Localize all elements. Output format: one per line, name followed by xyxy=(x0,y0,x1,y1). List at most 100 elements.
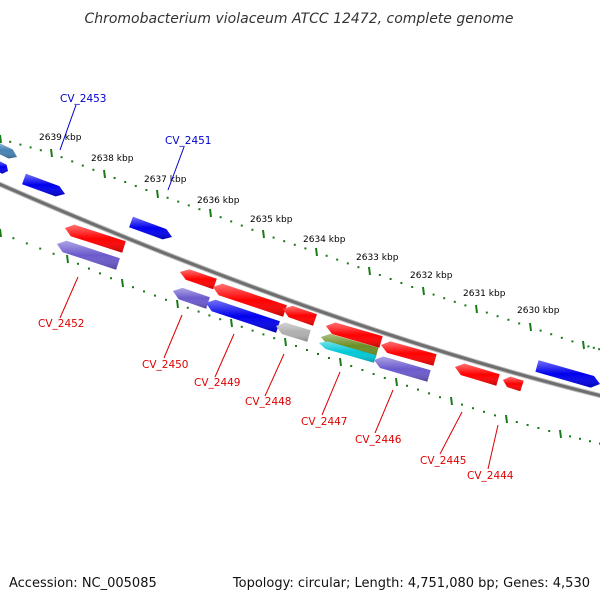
leader-line xyxy=(487,424,499,470)
outer-ring-minor-tick xyxy=(411,286,414,288)
outer-ring-minor-tick xyxy=(198,208,201,211)
gene-arrow xyxy=(319,341,377,363)
inner-ring-minor-tick xyxy=(406,384,408,387)
gene-label[interactable]: CV_2450 xyxy=(142,359,189,371)
gene-arrow-shade xyxy=(65,224,126,253)
inner-ring-minor-tick xyxy=(154,294,156,297)
gene-label[interactable]: CV_2449 xyxy=(194,377,241,389)
leader-line xyxy=(167,146,185,191)
gene-arrow-shade xyxy=(455,363,500,386)
inner-ring-major-tick xyxy=(66,254,69,264)
gene-label[interactable]: CV_2448 xyxy=(245,396,292,408)
inner-ring-minor-tick xyxy=(515,421,518,423)
outer-ring-minor-tick xyxy=(145,189,148,191)
inner-scale-ring xyxy=(0,228,600,445)
outer-ring-minor-tick xyxy=(81,164,84,167)
outer-ring-minor-tick xyxy=(432,293,435,296)
outer-ring-major-tick xyxy=(368,266,371,276)
scale-label: 2638 kbp xyxy=(91,154,134,164)
inner-ring-minor-tick xyxy=(77,262,79,265)
gene-arrow xyxy=(535,360,600,388)
gene-label[interactable]: CV_2444 xyxy=(467,470,514,482)
outer-ring-minor-tick xyxy=(39,149,42,152)
gene-arrow-shade xyxy=(535,360,600,388)
inner-ring-minor-tick xyxy=(548,430,551,432)
inner-ring-minor-tick xyxy=(439,396,441,399)
outer-ring-minor-tick xyxy=(464,304,467,307)
outer-ring-major-tick xyxy=(0,134,2,144)
outer-ring-major-tick xyxy=(262,229,265,239)
gene-arrow-shade xyxy=(326,322,383,348)
inner-ring-minor-tick xyxy=(25,242,28,245)
inner-ring-major-tick xyxy=(559,429,562,439)
inner-ring-minor-tick xyxy=(483,410,485,413)
inner-ring-minor-tick xyxy=(461,403,463,406)
outer-ring-minor-tick xyxy=(587,345,590,348)
outer-ring-minor-tick xyxy=(336,258,339,261)
outer-ring-minor-tick xyxy=(346,262,349,265)
scale-label: 2632 kbp xyxy=(410,271,453,281)
inner-ring-minor-tick xyxy=(52,252,55,255)
outer-ring-major-tick xyxy=(209,208,212,218)
leader-line xyxy=(59,276,79,319)
outer-ring-minor-tick xyxy=(124,181,127,183)
gene-arrow xyxy=(0,143,17,159)
inner-ring-minor-tick xyxy=(372,373,375,375)
genome-summary-text: Topology: circular; Length: 4,751,080 bp… xyxy=(232,576,590,591)
gene-arrow-shade xyxy=(22,173,66,197)
inner-ring-minor-tick xyxy=(589,440,591,443)
scale-label: 2635 kbp xyxy=(250,215,293,225)
gene-arrow xyxy=(0,161,8,174)
inner-ring-minor-tick xyxy=(88,267,90,270)
gene-arrow-shade xyxy=(381,341,437,366)
gene-arrow-shade xyxy=(283,305,317,326)
outer-ring-minor-tick xyxy=(485,311,488,314)
map-title: Chromobacterium violaceum ATCC 12472, co… xyxy=(84,11,513,27)
inner-ring-minor-tick xyxy=(328,357,330,359)
inner-ring-minor-tick xyxy=(306,349,308,351)
outer-ring-minor-tick xyxy=(560,336,563,339)
gene-label[interactable]: CV_2451 xyxy=(165,135,212,147)
inner-ring-minor-tick xyxy=(472,407,474,410)
gene-arrow-shade xyxy=(319,341,377,363)
inner-ring-minor-tick xyxy=(569,435,571,438)
outer-ring-minor-tick xyxy=(219,216,222,219)
gene-label[interactable]: CV_2447 xyxy=(301,416,348,428)
gene-arrow xyxy=(455,363,500,386)
gene-label[interactable]: CV_2446 xyxy=(355,434,402,446)
inner-ring-minor-tick xyxy=(251,329,254,332)
outer-ring-major-tick xyxy=(50,148,53,158)
outer-ring-minor-tick xyxy=(592,346,595,349)
inner-ring-minor-tick xyxy=(208,314,211,317)
gene-label[interactable]: CV_2445 xyxy=(420,455,467,467)
inner-ring-minor-tick xyxy=(350,365,353,367)
inner-ring-major-tick xyxy=(0,228,2,238)
outer-ring-minor-tick xyxy=(251,228,254,231)
outer-ring-major-tick xyxy=(103,169,106,179)
inner-ring-minor-tick xyxy=(110,277,112,280)
outer-ring-minor-tick xyxy=(9,140,12,143)
gene-arrow-shade xyxy=(0,143,17,159)
inner-ring-minor-tick xyxy=(428,392,430,395)
gene-label[interactable]: CV_2453 xyxy=(60,93,107,105)
gene-arrow-shade xyxy=(276,322,311,342)
inner-ring-major-tick xyxy=(121,278,124,288)
gene-arrow xyxy=(65,224,126,253)
outer-ring-minor-tick xyxy=(518,322,521,325)
accession-text: Accession: NC_005085 xyxy=(9,576,157,591)
gene-arrow xyxy=(180,269,217,290)
inner-ring-minor-tick xyxy=(132,286,134,289)
outer-ring-minor-tick xyxy=(272,236,275,239)
inner-ring-major-tick xyxy=(176,299,179,309)
outer-ring-minor-tick xyxy=(240,224,243,227)
outer-ring-major-tick xyxy=(156,189,159,199)
outer-ring-minor-tick xyxy=(453,300,456,303)
gene-label[interactable]: CV_2452 xyxy=(38,318,85,330)
gene-arrow-shade xyxy=(57,240,120,270)
inner-ring-minor-tick xyxy=(39,247,42,250)
scale-labels: 2639 kbp 2638 kbp 2637 kbp 2636 kbp 2635… xyxy=(39,133,560,316)
label-leaders xyxy=(59,104,499,470)
leader-line xyxy=(374,389,394,434)
outer-ring-major-tick xyxy=(315,247,318,257)
